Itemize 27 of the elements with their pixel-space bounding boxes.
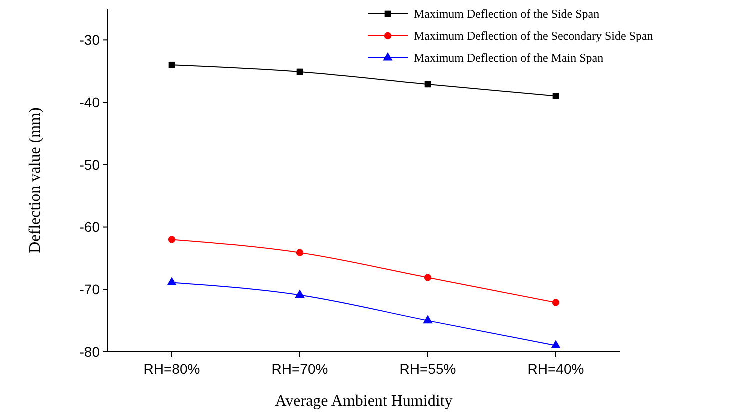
- y-axis-title: Deflection value (mm): [27, 108, 44, 254]
- legend-label: Maximum Deflection of the Main Span: [414, 51, 604, 66]
- x-tick-label: RH=70%: [272, 361, 328, 377]
- point: [168, 62, 176, 68]
- point: [552, 93, 560, 100]
- point: [552, 299, 560, 306]
- legend-label: Maximum Deflection of the Side Span: [414, 7, 600, 22]
- point: [167, 277, 177, 286]
- x-tick-label: RH=80%: [144, 361, 200, 377]
- point: [424, 274, 432, 282]
- legend-label: Maximum Deflection of the Secondary Side Span: [414, 29, 654, 44]
- point: [423, 315, 433, 324]
- y-tick-label: -30: [80, 32, 100, 48]
- point: [296, 249, 304, 256]
- point: [168, 236, 176, 244]
- x-tick-label: RH=55%: [400, 361, 456, 377]
- point: [295, 290, 305, 298]
- x-axis-title: Average Ambient Humidity: [275, 393, 453, 410]
- point: [296, 68, 304, 76]
- y-tick-label: -50: [80, 156, 100, 173]
- y-tick-label: -80: [80, 344, 100, 360]
- point: [424, 81, 432, 88]
- x-tick-label: RH=40%: [528, 361, 584, 377]
- y-tick-label: -70: [80, 282, 100, 298]
- y-tick-label: -60: [80, 219, 100, 236]
- point: [551, 340, 561, 349]
- y-tick-label: -40: [80, 94, 100, 110]
